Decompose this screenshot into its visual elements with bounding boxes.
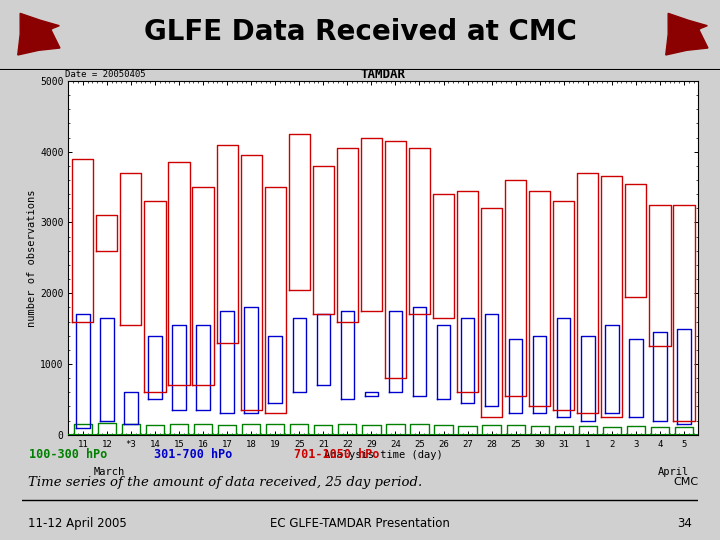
- X-axis label: Analysis time (day): Analysis time (day): [324, 450, 443, 460]
- Y-axis label: number of observations: number of observations: [27, 189, 37, 327]
- Text: April: April: [657, 468, 689, 477]
- Text: 100-300 hPo: 100-300 hPo: [29, 448, 107, 462]
- Polygon shape: [666, 14, 708, 55]
- Text: GLFE Data Received at CMC: GLFE Data Received at CMC: [143, 18, 577, 45]
- Text: 301-700 hPo: 301-700 hPo: [154, 448, 233, 462]
- Polygon shape: [18, 14, 60, 55]
- Text: 34: 34: [677, 517, 692, 530]
- Title: TAMDAR: TAMDAR: [361, 68, 406, 81]
- Polygon shape: [671, 20, 701, 49]
- Text: 701-1050 hPo: 701-1050 hPo: [294, 448, 379, 462]
- Polygon shape: [23, 20, 53, 49]
- Text: EC GLFE-TAMDAR Presentation: EC GLFE-TAMDAR Presentation: [270, 517, 450, 530]
- Text: Date = 20050405: Date = 20050405: [66, 70, 146, 79]
- Text: March: March: [94, 468, 125, 477]
- Text: Time series of the amount of data received, 25 day period.: Time series of the amount of data receiv…: [27, 476, 422, 489]
- Text: 11-12 April 2005: 11-12 April 2005: [28, 517, 127, 530]
- Text: CMC: CMC: [674, 477, 698, 488]
